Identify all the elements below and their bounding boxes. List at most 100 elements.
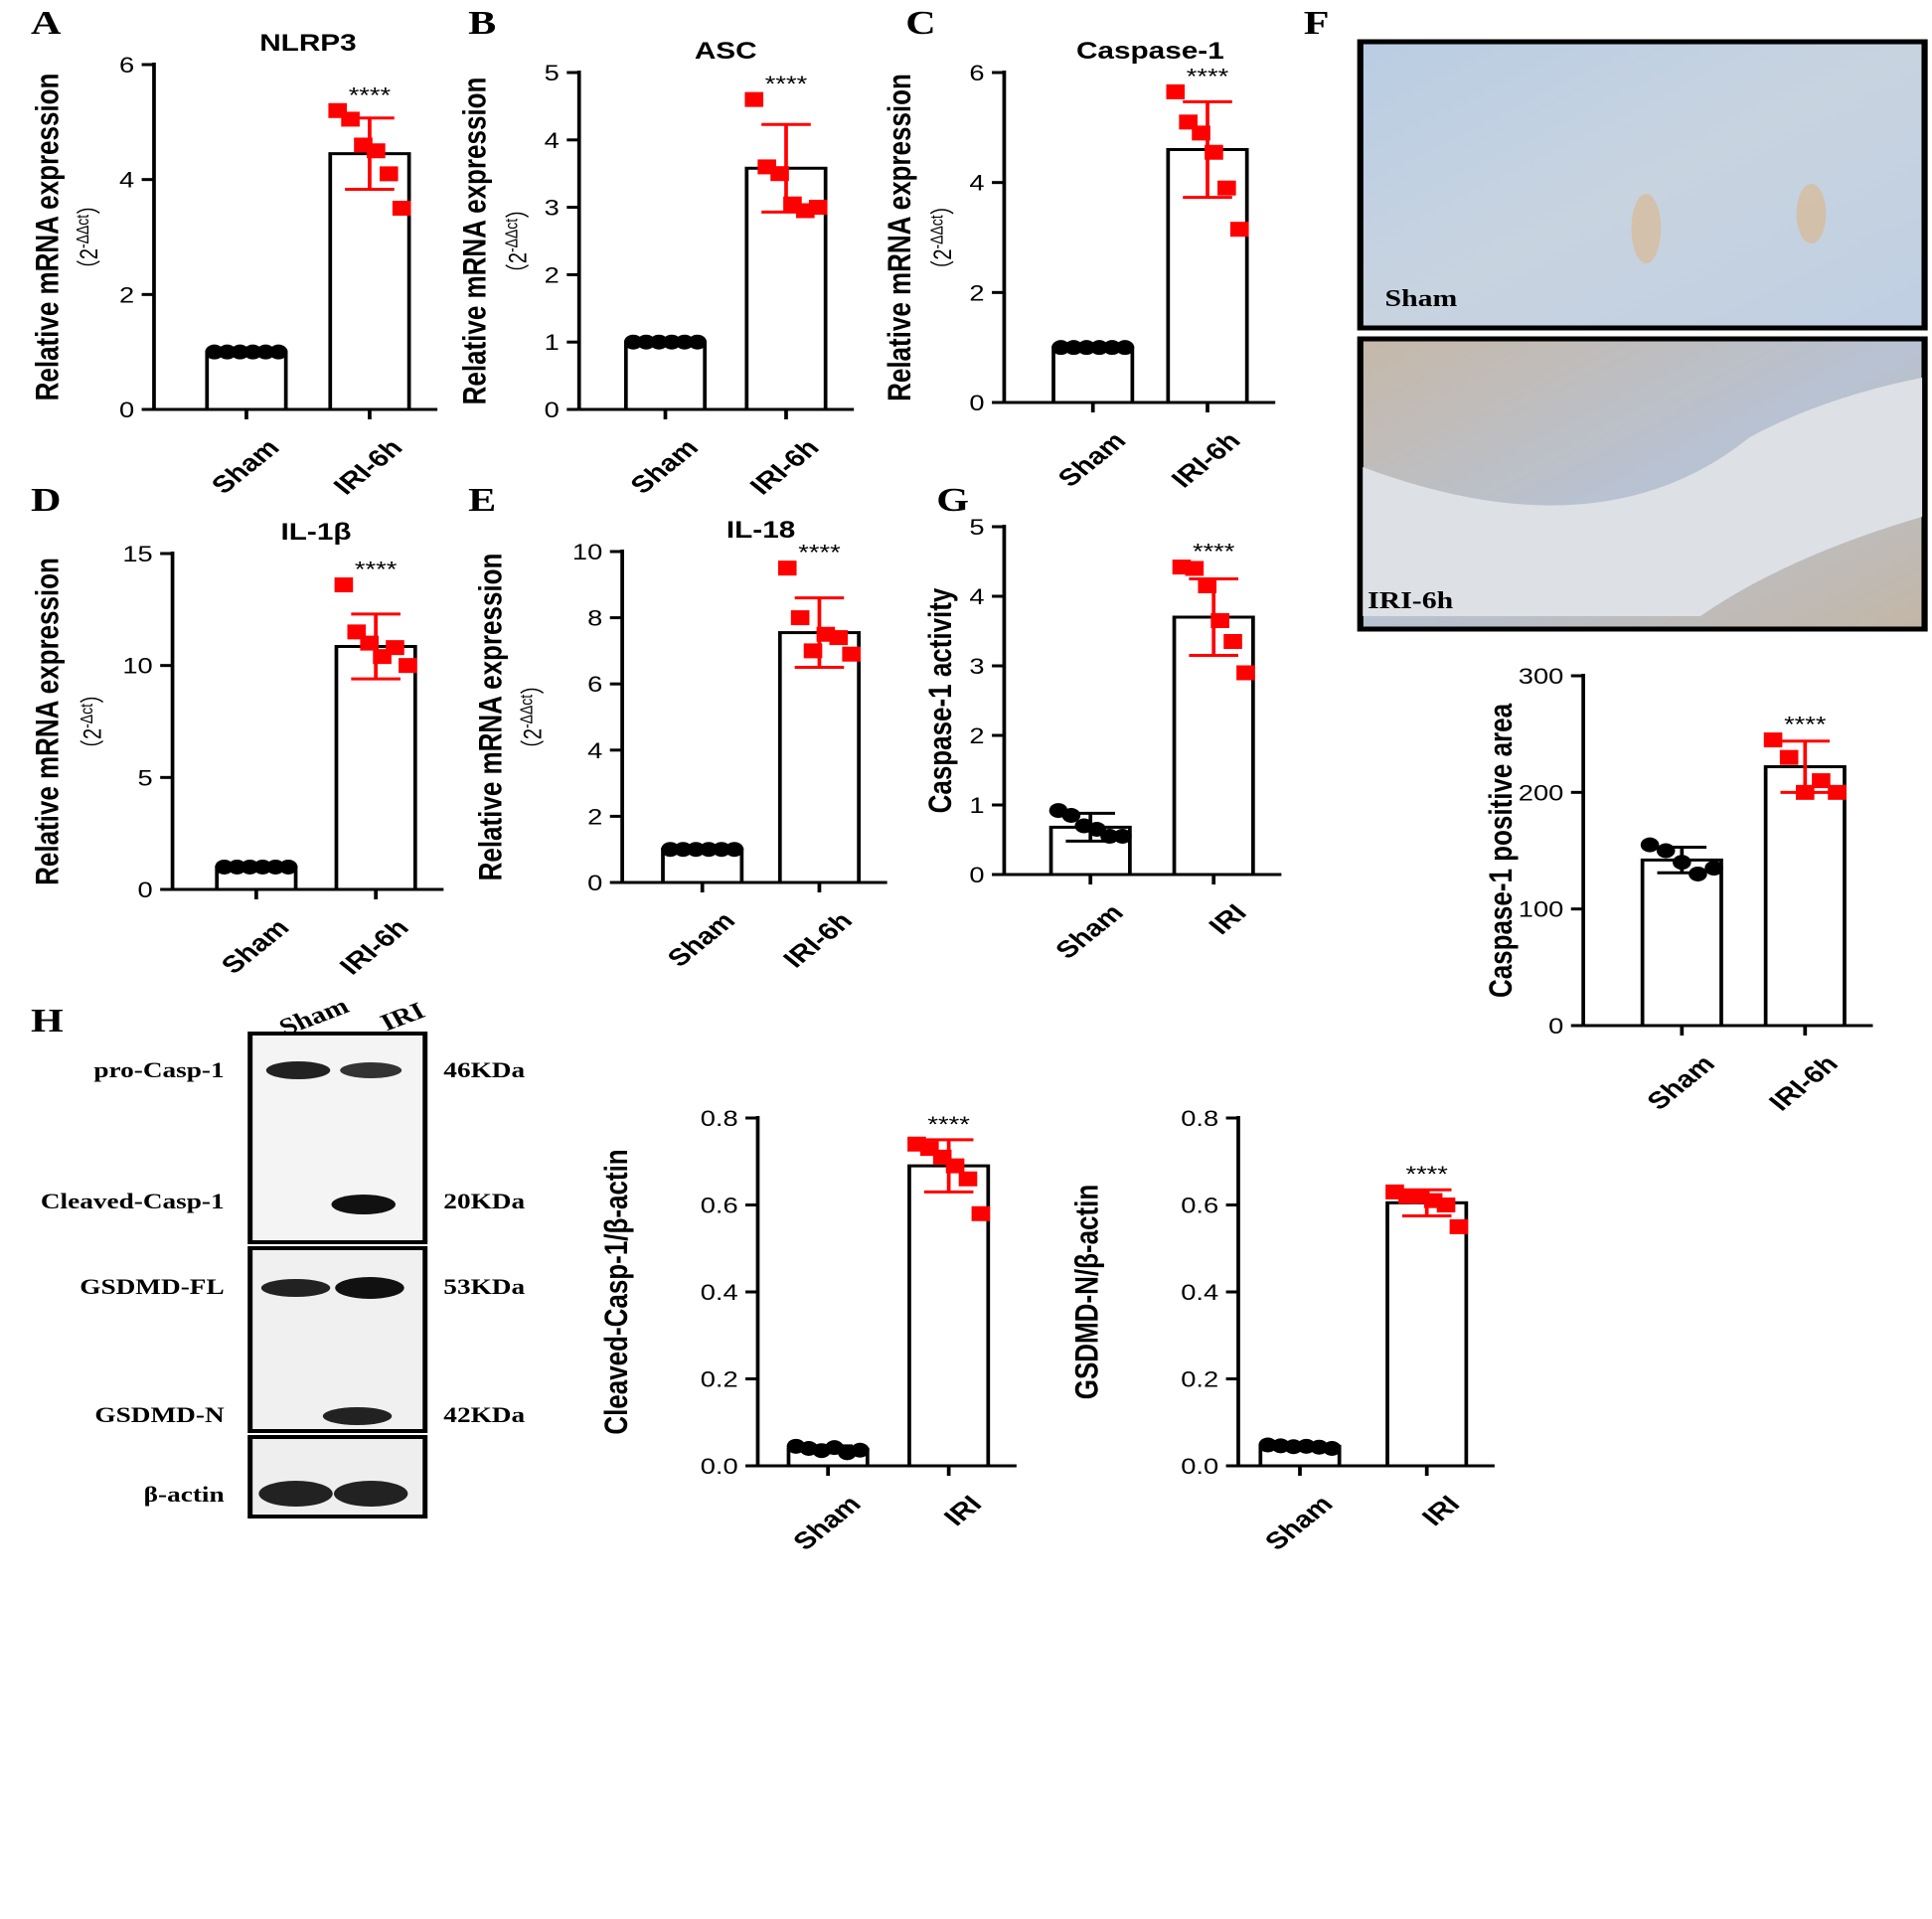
data-point xyxy=(829,630,849,646)
significance: **** xyxy=(1405,1164,1448,1188)
x-tick-label: Sham xyxy=(1049,899,1130,964)
significance: **** xyxy=(798,542,841,565)
y-axis-label: Relative mRNA expression xyxy=(30,74,66,401)
y-axis-label: Caspase-1 activity xyxy=(923,587,959,813)
data-point xyxy=(1689,866,1707,881)
panel-label: E xyxy=(468,482,496,519)
x-tick-label: IRI xyxy=(938,1491,988,1531)
y-tick-label: 6 xyxy=(119,54,134,78)
x-tick-label: IRI-6h xyxy=(1165,427,1246,493)
vessel-lumen xyxy=(1363,378,1923,616)
x-tick-label: IRI xyxy=(1203,899,1252,940)
data-point xyxy=(386,640,404,656)
y-axis-label: Relative mRNA expression xyxy=(473,554,509,881)
data-point xyxy=(1185,560,1205,576)
y-tick-label: 4 xyxy=(545,129,560,153)
y-tick-label: 200 xyxy=(1519,782,1563,806)
data-point xyxy=(649,334,669,350)
x-tick-label: IRI-6h xyxy=(327,434,408,500)
y-axis-unit-part: ） xyxy=(80,684,107,704)
y-tick-label: 2 xyxy=(119,284,134,308)
y-tick-label: 15 xyxy=(122,543,152,566)
data-point xyxy=(379,166,399,182)
y-axis-unit-part: -ΔΔct xyxy=(503,218,522,252)
blot-size-label: 46KDa xyxy=(443,1058,525,1082)
chart-title: IL-1β xyxy=(280,519,351,546)
data-point xyxy=(971,1205,991,1221)
data-point xyxy=(777,560,797,576)
x-tick-label: Sham xyxy=(1051,427,1132,492)
y-axis-unit: （2-ΔΔct） xyxy=(503,199,532,283)
blot-row-label: Cleaved-Casp-1 xyxy=(41,1190,225,1213)
bar xyxy=(777,631,861,884)
y-tick-label: 2 xyxy=(545,264,560,288)
data-point xyxy=(334,577,354,593)
y-tick-label: 300 xyxy=(1519,665,1563,689)
data-point xyxy=(790,610,810,626)
blot-band xyxy=(333,1481,408,1507)
y-axis-unit: （2-ΔΔct） xyxy=(518,675,547,759)
data-point xyxy=(1217,180,1236,196)
y-tick-label: 2 xyxy=(587,806,602,830)
x-tick-label: IRI-6h xyxy=(777,907,859,973)
y-axis-unit-part: ） xyxy=(929,195,957,215)
y-axis-unit-part: （2 xyxy=(504,252,532,283)
blot-row-label: GSDMD-FL xyxy=(80,1275,224,1299)
y-axis-label: Relative mRNA expression xyxy=(30,558,66,885)
data-point xyxy=(1192,125,1210,141)
data-point xyxy=(688,334,708,350)
data-point xyxy=(1436,1198,1456,1212)
lane-label: IRI xyxy=(376,997,429,1036)
data-point xyxy=(803,643,823,659)
data-point xyxy=(1322,1441,1342,1456)
data-point xyxy=(675,334,695,350)
panel-label: B xyxy=(468,5,496,42)
data-point xyxy=(1076,340,1096,356)
y-tick-label: 0 xyxy=(969,864,984,887)
y-tick-label: 2 xyxy=(969,724,984,748)
blot-band xyxy=(265,1061,331,1079)
data-point xyxy=(842,646,861,662)
x-tick-label: IRI xyxy=(1416,1491,1466,1531)
panel-label: F xyxy=(1304,5,1330,42)
y-tick-label: 6 xyxy=(969,62,984,85)
data-point xyxy=(360,635,379,651)
y-tick-label: 3 xyxy=(545,197,560,221)
blot-row-label: pro-Casp-1 xyxy=(93,1058,224,1082)
y-tick-label: 4 xyxy=(969,585,984,609)
y-tick-label: 0.0 xyxy=(701,1455,738,1479)
data-point xyxy=(1673,855,1691,871)
blot-band xyxy=(258,1481,333,1507)
data-point xyxy=(623,334,643,350)
data-point xyxy=(699,842,719,858)
data-point xyxy=(1449,1218,1469,1234)
data-point xyxy=(661,842,680,858)
y-tick-label: 0.8 xyxy=(701,1107,738,1131)
y-axis-unit-part: （2 xyxy=(929,249,957,280)
x-tick-label: Sham xyxy=(661,907,741,972)
data-point xyxy=(1115,340,1135,356)
blot-row-label: β-actin xyxy=(144,1483,225,1507)
y-tick-label: 10 xyxy=(122,655,152,679)
bar xyxy=(205,350,288,411)
data-point xyxy=(1102,340,1122,356)
y-tick-label: 4 xyxy=(119,169,134,193)
data-point xyxy=(1113,829,1132,844)
data-point xyxy=(256,344,275,360)
y-axis-unit: （2-ΔΔct） xyxy=(74,195,102,279)
data-point xyxy=(1089,340,1109,356)
blot-band xyxy=(335,1277,404,1299)
y-tick-label: 1 xyxy=(545,332,560,356)
significance: **** xyxy=(1187,66,1229,89)
data-point xyxy=(1100,829,1119,844)
y-tick-label: 4 xyxy=(587,739,602,763)
y-tick-label: 0 xyxy=(587,872,602,895)
blot-row-label: GSDMD-N xyxy=(94,1403,224,1427)
significance: **** xyxy=(1193,541,1235,564)
y-axis-label: GSDMD-N/β-actin xyxy=(1069,1185,1105,1400)
y-tick-label: 0.6 xyxy=(701,1195,738,1218)
tissue-detail xyxy=(1796,184,1827,243)
data-point xyxy=(341,111,360,127)
y-tick-label: 2 xyxy=(969,282,984,306)
